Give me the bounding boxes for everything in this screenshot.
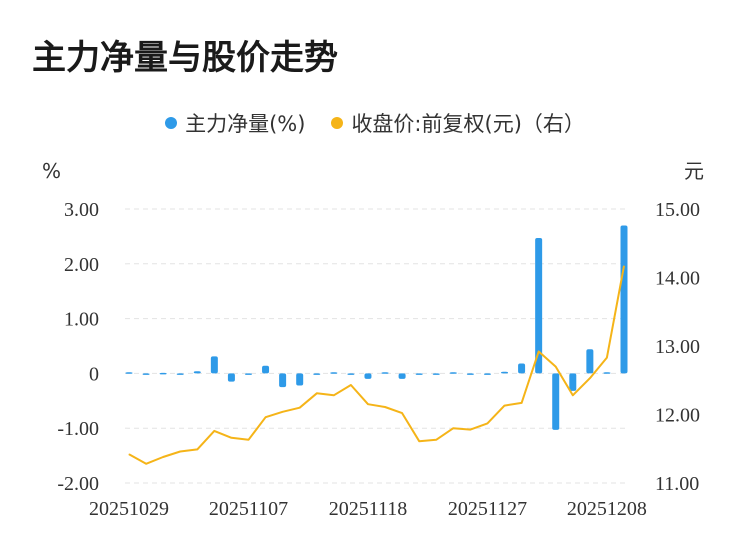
left-tick-label: 3.00 [64, 199, 99, 221]
x-tick-label: 20251107 [209, 498, 288, 520]
close-price-point [384, 406, 386, 408]
x-tick-label: 20251208 [567, 498, 647, 520]
close-price-point [247, 439, 249, 441]
close-price-point [589, 377, 591, 379]
right-tick-label: 11.00 [655, 473, 699, 495]
line-series [128, 265, 625, 465]
close-price-point [230, 437, 232, 439]
legend-label-net-volume: 主力净量(%) [185, 112, 306, 136]
close-price-point [572, 394, 574, 396]
net-volume-bar [569, 373, 577, 391]
close-price-point [265, 416, 267, 418]
legend-item-net-volume[interactable]: 主力净量(%) [165, 108, 305, 138]
net-volume-bar [279, 373, 287, 388]
close-price-point [282, 411, 284, 413]
net-volume-bar [159, 372, 167, 375]
net-volume-bar [244, 373, 252, 375]
net-volume-bar [586, 349, 594, 374]
close-price-point [504, 405, 506, 407]
chart-title: 主力净量与股价走势 [32, 38, 338, 78]
left-tick-label: 1.00 [64, 309, 99, 331]
right-axis-unit: 元 [684, 159, 704, 183]
close-price-point [623, 265, 625, 267]
close-price-point [521, 402, 523, 404]
net-volume-bar [313, 373, 321, 375]
net-volume-bar [415, 373, 423, 375]
close-price-point [435, 439, 437, 441]
close-price-point [179, 450, 181, 452]
legend-marker-net-volume [165, 117, 178, 129]
close-price-point [418, 440, 420, 442]
close-price-point [538, 350, 540, 352]
net-volume-bar [518, 363, 526, 374]
close-price-point [145, 463, 147, 465]
net-volume-bar [432, 373, 440, 375]
x-tick-label: 20251127 [448, 498, 527, 520]
left-tick-label: 0 [89, 363, 99, 385]
net-volume-bar [193, 371, 201, 374]
close-price-point [469, 429, 471, 431]
close-price-point [367, 403, 369, 405]
axes-labels: 3.00 2.00 1.00 0 -1.00 -2.00 15.00 14.00 13.00 12… [42, 159, 704, 520]
net-volume-bar [449, 372, 457, 374]
right-tick-label: 12.00 [655, 405, 700, 427]
close-price-point [350, 384, 352, 386]
legend-label-close-price: 收盘价:前复权(元)（右） [351, 112, 585, 136]
net-volume-bar [466, 373, 474, 375]
close-price-point [316, 392, 318, 394]
net-volume-bar [620, 225, 628, 374]
net-volume-bar [381, 372, 389, 374]
close-price-point [606, 357, 608, 359]
legend-item-close-price[interactable]: 收盘价:前复权(元)（右） [331, 108, 585, 138]
right-tick-label: 15.00 [655, 199, 700, 221]
right-tick-label: 13.00 [655, 336, 700, 358]
net-volume-bar [483, 373, 491, 375]
net-volume-bar [364, 373, 372, 379]
x-tick-label: 20251118 [329, 498, 408, 520]
left-tick-label: -2.00 [57, 473, 99, 495]
net-volume-bar [176, 373, 184, 375]
left-axis-unit: % [42, 159, 61, 183]
legend: 主力净量(%) 收盘价:前复权(元)（右） [0, 108, 750, 138]
net-volume-bar [210, 356, 218, 374]
net-volume-bar [501, 371, 509, 374]
close-price-point [555, 366, 557, 368]
bar-series [125, 225, 628, 430]
legend-marker-close-price [331, 117, 344, 129]
close-price-point [401, 412, 403, 414]
left-tick-label: 2.00 [64, 254, 99, 276]
net-volume-bar [142, 373, 150, 375]
net-volume-bar [535, 238, 543, 374]
net-volume-bar [296, 373, 304, 386]
right-tick-label: 14.00 [655, 268, 700, 290]
close-price-point [299, 407, 301, 409]
net-volume-bar [125, 372, 133, 374]
close-price-point [128, 453, 130, 455]
net-volume-bar [347, 373, 355, 375]
close-price-point [333, 394, 335, 396]
x-tick-label: 20251029 [89, 498, 169, 520]
close-price-point [196, 448, 198, 450]
net-volume-bar [552, 373, 560, 430]
net-volume-bar [603, 372, 611, 374]
net-volume-bar [398, 373, 406, 379]
net-volume-bar [262, 365, 270, 374]
close-price-point [452, 427, 454, 429]
close-price-line [128, 265, 625, 465]
close-price-point [486, 422, 488, 424]
close-price-point [213, 430, 215, 432]
left-tick-label: -1.00 [57, 418, 99, 440]
close-price-point [162, 456, 164, 458]
net-volume-bar [330, 372, 338, 374]
grid-lines [125, 208, 628, 484]
net-volume-bar [227, 373, 235, 382]
